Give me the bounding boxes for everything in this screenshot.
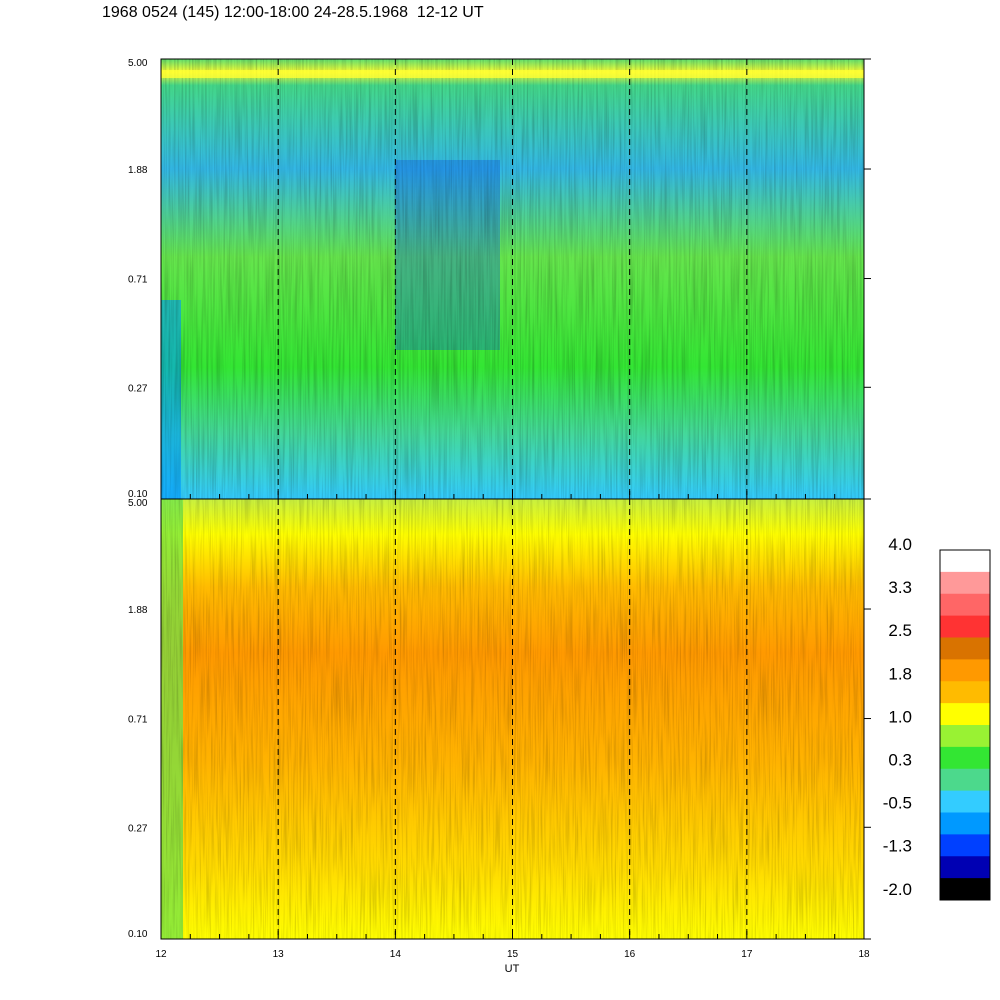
x-tick-label: 18: [858, 949, 870, 960]
x-tick-label: 12: [155, 949, 167, 960]
colorbar-label: -1.3: [883, 837, 912, 856]
colorbar-label: -0.5: [883, 794, 912, 813]
colorbar-label: -2.0: [883, 880, 912, 899]
colorbar-swatch: [940, 768, 990, 792]
colorbar-swatch: [940, 615, 990, 638]
y-tick-label: 0.27: [128, 383, 148, 394]
colorbar-swatch: [940, 681, 990, 704]
x-tick-label: 14: [390, 949, 402, 960]
colorbar-swatch: [940, 834, 990, 857]
colorbar-swatch: [940, 703, 990, 726]
y-tick-label: 1.88: [128, 165, 148, 176]
colorbar-frame: [939, 549, 991, 901]
y-tick-label: 0.71: [128, 715, 148, 726]
y-tick-label: 5.00: [128, 58, 148, 69]
colorbar-swatch: [940, 637, 990, 660]
colorbar-swatch: [940, 550, 990, 573]
colorbar-swatch: [940, 725, 990, 748]
colorbar-label: 0.3: [888, 750, 912, 769]
x-tick-label: 13: [273, 949, 285, 960]
colorbar-swatch: [940, 571, 990, 595]
y-tick-label: 0.10: [128, 489, 148, 500]
y-tick-label: 0.27: [128, 823, 148, 834]
colorbar-label: 3.3: [888, 578, 912, 597]
colorbar-label: 4.0: [888, 535, 912, 554]
x-axis-label: UT: [504, 963, 520, 975]
y-tick-label: 0.71: [128, 275, 148, 286]
colorbar-swatch: [940, 659, 990, 682]
y-tick-label: 1.88: [128, 605, 148, 616]
y-tick-label: 0.10: [128, 929, 148, 940]
x-tick-label: 15: [507, 949, 519, 960]
x-tick-label: 16: [624, 949, 636, 960]
colorbar-swatch: [940, 593, 990, 617]
colorbar-swatch: [940, 878, 990, 901]
x-tick-label: 17: [741, 949, 753, 960]
plot-title: 1968 0524 (145) 12:00-18:00 24-28.5.1968…: [102, 4, 484, 21]
colorbar-swatch: [940, 746, 990, 770]
y-tick-label: 5.00: [128, 498, 148, 509]
colorbar-label: 2.5: [888, 621, 912, 640]
colorbar-swatch: [940, 856, 990, 879]
colorbar-swatch: [940, 790, 990, 813]
colorbar-swatch: [940, 812, 990, 835]
colorbar-label: 1.0: [888, 707, 912, 726]
colorbar-label: 1.8: [888, 664, 912, 683]
